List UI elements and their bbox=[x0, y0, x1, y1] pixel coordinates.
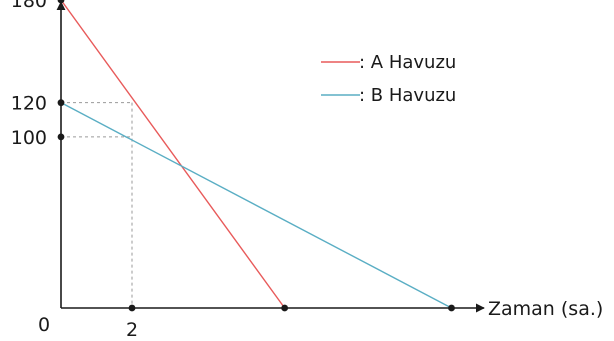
points-group bbox=[57, 0, 455, 312]
guide-lines bbox=[61, 102, 133, 308]
x-point-2 bbox=[128, 304, 136, 312]
y-tick-label-120: 120 bbox=[11, 93, 47, 115]
x-intercept-point-b bbox=[448, 304, 455, 312]
series-line-b bbox=[60, 102, 452, 309]
x-tick-label-2: 2 bbox=[126, 319, 138, 341]
legend-label-a: : A Havuzu bbox=[359, 52, 456, 73]
legend: : A Havuzu : B Havuzu bbox=[321, 52, 456, 106]
y-tick-label-100: 100 bbox=[11, 127, 47, 149]
y-point-120 bbox=[57, 99, 65, 107]
y-tick-label-180: 180 bbox=[11, 0, 47, 12]
y-point-180 bbox=[57, 0, 65, 4]
y-tick-labels: 180 120 100 bbox=[11, 0, 47, 149]
x-axis-label: Zaman (sa.) bbox=[488, 298, 603, 320]
y-point-100 bbox=[57, 133, 65, 141]
series-group bbox=[60, 0, 452, 309]
x-intercept-point-a bbox=[281, 304, 289, 312]
x-tick-label-0: 0 bbox=[38, 314, 50, 336]
series-line-a bbox=[60, 0, 286, 309]
legend-label-b: : B Havuzu bbox=[359, 85, 456, 106]
